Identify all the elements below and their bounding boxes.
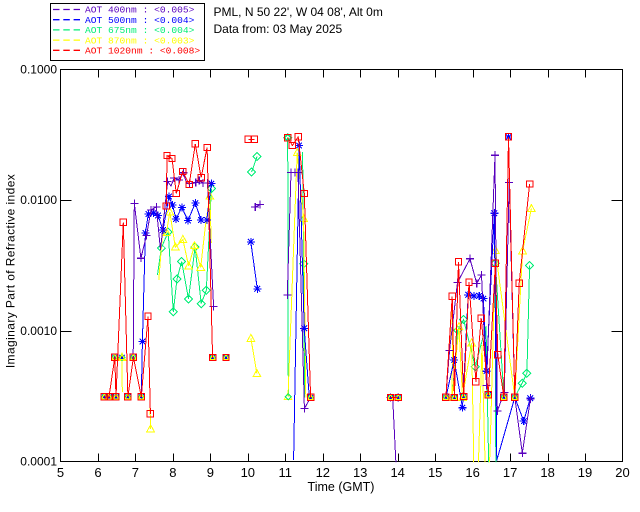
svg-text:5: 5: [57, 465, 64, 480]
svg-text:Data from: 03 May 2025: Data from: 03 May 2025: [214, 22, 343, 36]
svg-text:13: 13: [353, 465, 367, 480]
svg-text:Imaginary Part of Refractive i: Imaginary Part of Refractive index: [4, 174, 18, 368]
svg-text:0.0010: 0.0010: [20, 324, 57, 338]
svg-text:14: 14: [390, 465, 404, 480]
svg-text:12: 12: [316, 465, 330, 480]
svg-text:8: 8: [169, 465, 176, 480]
svg-text:16: 16: [465, 465, 479, 480]
svg-text:11: 11: [279, 465, 293, 480]
svg-text:AOT 400nm : <0.005>: AOT 400nm : <0.005>: [85, 5, 195, 16]
svg-text:0.1000: 0.1000: [20, 63, 57, 77]
svg-text:Time (GMT): Time (GMT): [308, 480, 375, 494]
svg-text:AOT 870nm : <0.003>: AOT 870nm : <0.003>: [85, 35, 195, 46]
svg-text:15: 15: [428, 465, 442, 480]
svg-text:10: 10: [241, 465, 255, 480]
svg-text:0.0100: 0.0100: [20, 193, 57, 207]
svg-text:9: 9: [207, 465, 214, 480]
svg-text:AOT 500nm : <0.004>: AOT 500nm : <0.004>: [85, 15, 195, 26]
svg-text:17: 17: [503, 465, 517, 480]
svg-text:7: 7: [132, 465, 139, 480]
svg-text:20: 20: [615, 465, 629, 480]
svg-text:AOT 1020nm : <0.008>: AOT 1020nm : <0.008>: [85, 46, 200, 57]
svg-text:0.0001: 0.0001: [20, 455, 57, 469]
svg-text:PML, N 50 22', W 04 08', Alt 0: PML, N 50 22', W 04 08', Alt 0m: [214, 5, 383, 19]
svg-text:19: 19: [578, 465, 592, 480]
svg-text:18: 18: [540, 465, 554, 480]
svg-text:AOT 675nm : <0.004>: AOT 675nm : <0.004>: [85, 25, 195, 36]
svg-text:6: 6: [94, 465, 101, 480]
